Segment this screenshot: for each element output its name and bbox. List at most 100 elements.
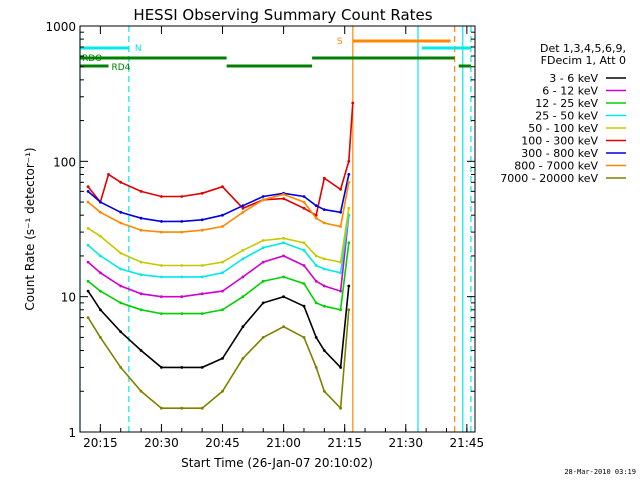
- series-3-point-14: [339, 271, 342, 275]
- y-tick-label-3: 1000: [45, 20, 76, 34]
- series-8-point-7: [221, 389, 224, 393]
- series-1-point-10: [282, 254, 285, 258]
- series-1-point-1: [99, 271, 102, 275]
- series-6-point-14: [339, 210, 342, 214]
- legend-header-line-1: Det 1,3,4,5,6,9,: [540, 42, 626, 55]
- series-7-point-10: [282, 193, 285, 196]
- x-tick-label-5: 21:30: [388, 436, 423, 450]
- series-4-point-4: [160, 264, 163, 267]
- y-tick-label-2: 100: [53, 155, 76, 169]
- series-8-point-5: [180, 406, 184, 410]
- series-8-point-6: [200, 406, 204, 410]
- chart-title: HESSI Observing Summary Count Rates: [133, 6, 432, 24]
- series-7-point-14: [339, 225, 342, 228]
- series-5-point-13: [314, 213, 318, 217]
- series-line-7: [87, 182, 350, 233]
- series-1-point-4: [160, 295, 163, 299]
- series-7-point-12: [314, 216, 318, 220]
- series-5-point-12: [302, 206, 306, 210]
- series-4-point-11: [302, 241, 306, 245]
- series-4-point-12: [314, 254, 318, 258]
- series-line-5: [87, 102, 354, 217]
- series-6-point-5: [180, 220, 184, 223]
- flag-label-rdo: RDO: [82, 54, 102, 64]
- series-3-point-3: [139, 273, 143, 277]
- series-4-point-3: [139, 260, 143, 264]
- series-line-3: [87, 215, 350, 278]
- series-2-point-4: [160, 312, 163, 315]
- series-line-6: [87, 174, 350, 223]
- series-6-point-7: [221, 213, 224, 217]
- series-4-point-0: [86, 226, 90, 230]
- series-line-2: [87, 242, 350, 315]
- x-tick-label-3: 21:00: [266, 436, 301, 450]
- series-8-point-13: [322, 389, 326, 393]
- series-5-point-3: [119, 180, 123, 184]
- series-2-point-0: [86, 279, 90, 283]
- series-3-point-10: [282, 241, 285, 245]
- series-0-point-5: [180, 366, 184, 369]
- series-4-point-15: [347, 206, 351, 210]
- series-6-point-6: [200, 218, 204, 222]
- series-2-point-13: [322, 304, 326, 308]
- legend-label-4: 50 - 100 keV: [528, 122, 598, 135]
- series-5-point-6: [180, 195, 184, 198]
- series-8-point-2: [119, 366, 123, 369]
- x-tick-label-4: 21:15: [327, 436, 362, 450]
- series-8-point-4: [160, 406, 163, 410]
- series-2-point-2: [119, 301, 123, 305]
- series-0-point-9: [261, 301, 265, 305]
- series-0-point-2: [119, 330, 123, 334]
- series-3-point-6: [200, 275, 204, 279]
- y-tick-label-1: 10: [61, 291, 76, 305]
- series-0-point-11: [302, 304, 306, 308]
- series-7-point-15: [347, 180, 351, 184]
- legend-header-line-2: FDecim 1, Att 0: [541, 54, 626, 67]
- series-1-point-5: [180, 295, 184, 299]
- legend-label-3: 25 - 50 keV: [535, 110, 598, 123]
- legend-label-2: 12 - 25 keV: [535, 97, 598, 110]
- series-1-point-2: [119, 284, 123, 288]
- series-7-point-9: [261, 198, 265, 202]
- series-0-point-7: [221, 357, 224, 360]
- legend-label-0: 3 - 6 keV: [549, 72, 598, 85]
- series-2-point-10: [282, 275, 285, 279]
- legend-label-7: 800 - 7000 keV: [514, 160, 598, 173]
- series-3-point-12: [314, 264, 318, 267]
- series-2-point-11: [302, 282, 306, 285]
- series-1-point-7: [221, 289, 224, 293]
- series-0-point-14: [339, 366, 342, 369]
- series-5-point-16: [347, 159, 351, 163]
- series-6-point-15: [347, 173, 351, 176]
- series-4-point-13: [322, 257, 326, 261]
- series-4-point-2: [119, 251, 123, 255]
- series-6-point-11: [302, 195, 306, 198]
- series-8-point-3: [139, 389, 143, 393]
- x-tick-label-1: 20:30: [144, 436, 179, 450]
- axes: 20:15 20:30 20:45 21:00 21:15 21:30 21:45 1 10 10…: [45, 20, 484, 450]
- series-5-point-5: [160, 195, 163, 198]
- series-1-point-6: [200, 292, 204, 296]
- series-1-point-13: [322, 284, 326, 288]
- series-4-point-6: [200, 264, 204, 267]
- series-5-point-17: [351, 101, 355, 105]
- series-4-point-7: [221, 260, 224, 264]
- series-5-point-2: [107, 173, 110, 176]
- series-6-point-8: [241, 204, 245, 208]
- series-0-point-12: [314, 336, 318, 339]
- series-3-point-5: [180, 275, 184, 279]
- series-5-point-4: [139, 190, 143, 193]
- series-3-point-1: [99, 254, 102, 258]
- series-6-point-3: [139, 216, 143, 220]
- series-7-point-13: [322, 221, 326, 225]
- series-2-point-6: [200, 312, 204, 315]
- series-1-point-8: [241, 275, 245, 279]
- series-5-point-9: [241, 206, 245, 210]
- series-7-point-0: [86, 200, 90, 204]
- legend-label-1: 6 - 12 keV: [542, 85, 598, 98]
- series-2-point-15: [347, 241, 351, 245]
- x-tick-label-2: 20:45: [205, 436, 240, 450]
- series-8-point-14: [339, 406, 342, 410]
- x-tick-label-6: 21:45: [450, 436, 485, 450]
